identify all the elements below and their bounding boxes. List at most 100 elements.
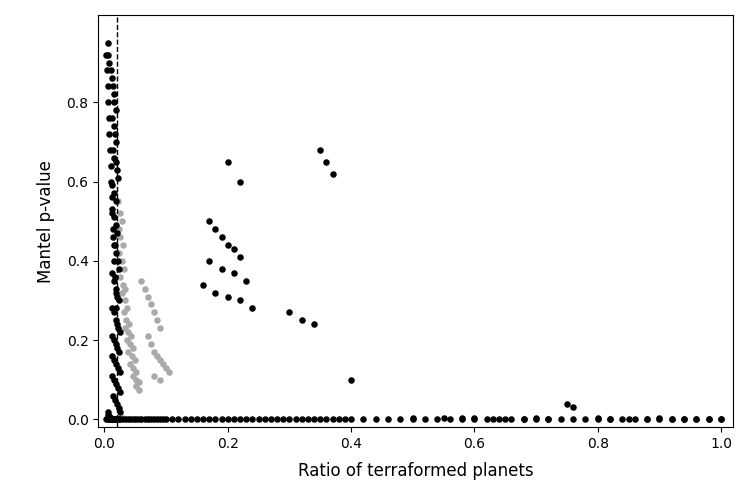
- Point: [302, 415, 314, 423]
- Point: [114, 408, 126, 415]
- Point: [112, 364, 124, 372]
- Point: [116, 289, 128, 297]
- Point: [104, 162, 116, 169]
- Point: [113, 265, 125, 273]
- Point: [555, 415, 567, 423]
- Point: [641, 415, 653, 423]
- Point: [150, 317, 163, 325]
- Point: [106, 332, 118, 340]
- Point: [444, 415, 456, 423]
- Point: [665, 414, 677, 422]
- Point: [160, 364, 172, 372]
- Point: [106, 114, 118, 122]
- Point: [110, 289, 122, 297]
- Point: [277, 415, 290, 423]
- Point: [106, 193, 118, 201]
- Point: [120, 415, 132, 423]
- Point: [110, 221, 122, 229]
- Point: [112, 384, 124, 392]
- Point: [110, 106, 122, 114]
- Point: [265, 415, 277, 423]
- Point: [147, 309, 160, 317]
- Point: [178, 415, 191, 423]
- Point: [715, 415, 727, 423]
- Point: [438, 414, 450, 422]
- Point: [604, 414, 616, 422]
- Point: [314, 146, 327, 154]
- Point: [107, 90, 119, 98]
- Point: [112, 173, 124, 181]
- Point: [110, 249, 122, 257]
- Point: [104, 59, 116, 67]
- Point: [117, 415, 129, 423]
- Point: [109, 415, 121, 423]
- Point: [308, 321, 320, 329]
- Point: [147, 348, 160, 356]
- Point: [154, 356, 166, 364]
- Point: [333, 415, 345, 423]
- Point: [123, 414, 135, 422]
- Point: [228, 245, 240, 253]
- Point: [104, 415, 116, 423]
- Point: [113, 348, 125, 356]
- Point: [157, 415, 169, 423]
- Point: [172, 415, 184, 423]
- Point: [370, 415, 382, 423]
- Point: [234, 177, 246, 185]
- Point: [117, 281, 129, 289]
- Point: [119, 285, 132, 293]
- Point: [144, 340, 156, 348]
- Point: [407, 414, 419, 421]
- Point: [203, 415, 215, 423]
- Point: [468, 415, 480, 423]
- Point: [284, 309, 296, 317]
- Point: [109, 396, 121, 404]
- Point: [107, 146, 119, 154]
- Point: [111, 344, 123, 352]
- Point: [144, 301, 156, 309]
- Point: [147, 372, 160, 380]
- Point: [125, 332, 137, 340]
- Point: [110, 400, 122, 408]
- Point: [209, 415, 222, 423]
- Point: [184, 415, 197, 423]
- Point: [222, 158, 234, 166]
- Point: [110, 415, 122, 423]
- Point: [119, 324, 131, 332]
- Point: [124, 360, 136, 368]
- Point: [108, 154, 120, 162]
- Point: [110, 158, 122, 166]
- Point: [117, 414, 129, 422]
- Point: [113, 297, 125, 305]
- Point: [499, 414, 511, 422]
- Point: [103, 412, 115, 420]
- Point: [203, 217, 215, 225]
- Point: [690, 415, 702, 423]
- Point: [107, 392, 119, 400]
- Point: [114, 328, 126, 336]
- Point: [121, 336, 133, 344]
- Point: [135, 277, 147, 285]
- Point: [108, 356, 120, 364]
- Point: [111, 415, 123, 423]
- Point: [296, 415, 308, 423]
- Point: [122, 348, 135, 356]
- Point: [163, 368, 175, 376]
- Point: [395, 415, 407, 423]
- Point: [101, 51, 113, 59]
- Point: [103, 114, 115, 122]
- Point: [102, 51, 114, 59]
- Point: [127, 364, 139, 372]
- Point: [197, 281, 209, 289]
- Point: [133, 386, 145, 394]
- Point: [702, 415, 714, 423]
- Point: [653, 414, 665, 422]
- Point: [157, 360, 169, 368]
- Point: [154, 324, 166, 332]
- Point: [109, 273, 121, 281]
- Point: [629, 415, 641, 423]
- Point: [108, 376, 120, 384]
- Point: [456, 414, 468, 422]
- Point: [487, 414, 499, 422]
- Point: [109, 130, 121, 138]
